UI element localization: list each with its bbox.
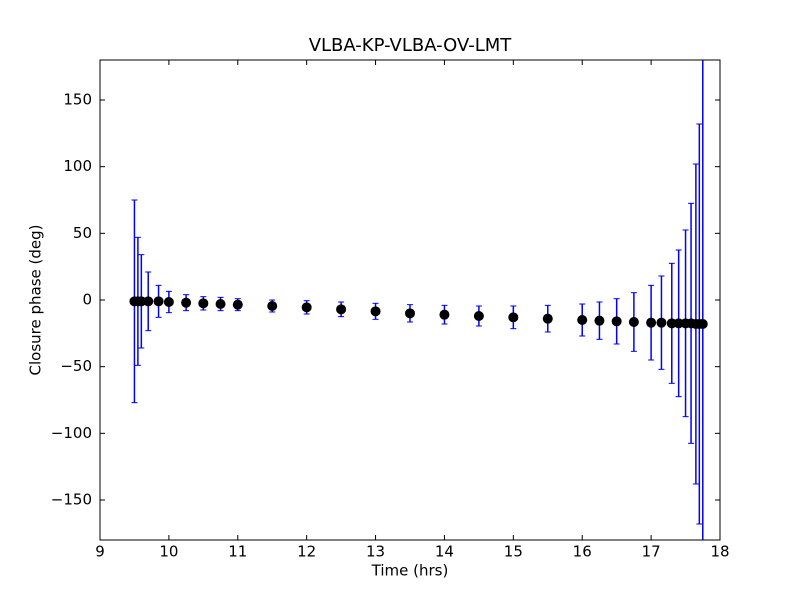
data-point — [267, 301, 278, 311]
data-point — [646, 317, 657, 328]
x-tick-label: 18 — [710, 543, 729, 561]
y-tick-label: 100 — [63, 157, 92, 175]
x-tick-label: 9 — [95, 543, 105, 561]
y-tick-label: −50 — [60, 357, 92, 375]
data-point — [577, 315, 588, 325]
data-point — [656, 317, 667, 328]
x-axis-label: Time (hrs) — [371, 562, 449, 580]
data-point — [405, 308, 415, 319]
data-point — [673, 318, 684, 329]
data-point — [628, 317, 639, 327]
data-point — [594, 315, 605, 326]
data-point — [153, 296, 164, 307]
y-tick-label: 150 — [63, 91, 92, 109]
y-tick-label: −150 — [51, 491, 92, 509]
data-point — [666, 318, 677, 329]
y-tick-label: −100 — [51, 424, 92, 442]
x-tick-label: 14 — [435, 543, 454, 561]
y-tick-label: 50 — [73, 224, 92, 242]
data-point — [439, 309, 450, 320]
data-point — [198, 298, 209, 309]
x-tick-label: 15 — [504, 543, 523, 561]
data-point — [370, 306, 381, 317]
data-point — [508, 312, 519, 323]
data-point — [181, 297, 192, 308]
data-point — [473, 311, 484, 321]
x-tick-label: 13 — [366, 543, 385, 561]
data-point — [163, 297, 174, 307]
y-axis-label: Closure phase (deg) — [27, 225, 45, 376]
data-point — [697, 319, 708, 329]
x-tick-label: 10 — [159, 543, 178, 561]
plot-area — [129, 60, 708, 540]
data-point — [301, 302, 312, 313]
chart-title: VLBA-KP-VLBA-OV-LMT — [309, 35, 513, 56]
y-tick-label: 0 — [82, 291, 92, 309]
x-tick-label: 17 — [642, 543, 661, 561]
data-point — [215, 299, 226, 309]
data-point — [143, 296, 154, 307]
data-point — [336, 304, 347, 315]
data-point — [232, 299, 243, 310]
data-point — [136, 296, 147, 307]
x-tick-label: 11 — [228, 543, 247, 561]
data-point — [542, 313, 553, 324]
x-tick-label: 12 — [297, 543, 316, 561]
x-tick-label: 16 — [573, 543, 592, 561]
data-point — [611, 316, 622, 327]
